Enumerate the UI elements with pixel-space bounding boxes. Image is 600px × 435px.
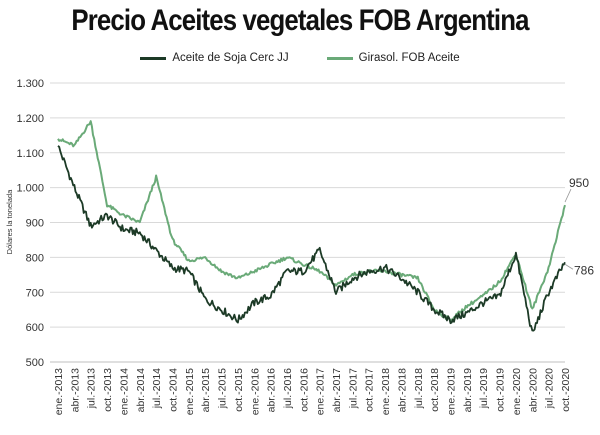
x-tick-label: ene.-2019: [446, 368, 458, 415]
x-tick-label: jul.-2014: [151, 368, 163, 409]
x-tick-label: ene.-2016: [249, 368, 261, 415]
end-label-leader-soja: [564, 263, 574, 270]
x-tick-label: ene.-2018: [380, 368, 392, 415]
x-tick-label: oct.-2016: [298, 368, 310, 412]
x-tick-label: ene.-2017: [315, 368, 327, 415]
y-tick-label: 700: [26, 287, 44, 299]
x-tick-label: ene.-2013: [53, 368, 65, 415]
y-tick-label: 500: [26, 357, 44, 369]
legend-swatch-girasol: [326, 56, 353, 60]
y-tick-label: 900: [26, 218, 44, 230]
y-axis: 500 600 700 800 900 1.000 1.100 1.200 1.300: [16, 78, 44, 369]
x-tick-label: ene.-2014: [118, 368, 130, 415]
x-tick-label: oct.-2014: [167, 368, 179, 412]
x-tick-label: oct.-2015: [233, 368, 245, 412]
series-line-soja: [57, 145, 566, 332]
y-tick-label: 1.300: [16, 78, 44, 90]
x-tick-label: abr.-2013: [69, 368, 81, 413]
y-tick-label: 1.200: [16, 113, 44, 125]
end-label-soja: 786: [574, 263, 594, 277]
x-tick-label: abr.-2018: [396, 368, 408, 413]
x-tick-label: ene.-2020: [511, 368, 523, 415]
x-tick-label: oct.-2013: [102, 368, 114, 412]
end-labels: 950 786: [564, 176, 594, 277]
x-tick-label: jul.-2018: [413, 368, 425, 409]
legend: Aceite de Soja Cerc JJ Girasol. FOB Acei…: [0, 52, 600, 64]
x-tick-label: abr.-2016: [266, 368, 278, 413]
x-tick-label: jul.-2015: [217, 368, 229, 409]
x-tick-label: jul.-2019: [478, 368, 490, 409]
x-axis: ene.-2013 abr.-2013 jul.-2013 oct.-2013 ene.…: [53, 368, 572, 415]
x-tick-label: jul.-2016: [282, 368, 294, 409]
y-tick-label: 800: [26, 252, 44, 264]
x-tick-label: abr.-2015: [200, 368, 212, 413]
legend-label-girasol: Girasol. FOB Aceite: [358, 52, 460, 64]
x-tick-label: jul.-2013: [86, 368, 98, 409]
x-tick-label: ene.-2015: [184, 368, 196, 415]
x-tick-label: oct.-2017: [364, 368, 376, 412]
gridlines: [50, 82, 565, 363]
legend-item-girasol: Girasol. FOB Aceite: [326, 52, 460, 64]
x-tick-label: oct.-2018: [429, 368, 441, 412]
series-line-girasol: [57, 120, 566, 323]
x-tick-label: abr.-2019: [462, 368, 474, 413]
y-tick-label: 1.100: [16, 148, 44, 160]
legend-label-soja: Aceite de Soja Cerc JJ: [172, 52, 289, 64]
x-tick-label: oct.-2019: [495, 368, 507, 412]
legend-swatch-soja: [140, 56, 167, 60]
legend-item-soja: Aceite de Soja Cerc JJ: [140, 52, 289, 64]
end-label-girasol: 950: [569, 176, 589, 190]
y-tick-label: 600: [26, 322, 44, 334]
chart-title: Precio Aceites vegetales FOB Argentina: [71, 4, 529, 37]
x-tick-label: oct.-2020: [560, 368, 572, 412]
x-tick-label: abr.-2017: [331, 368, 343, 413]
x-tick-label: jul.-2020: [544, 368, 556, 409]
y-tick-label: 1.000: [16, 183, 44, 195]
x-tick-label: abr.-2014: [135, 368, 147, 413]
x-tick-label: jul.-2017: [347, 368, 359, 409]
x-tick-label: abr.-2020: [527, 368, 539, 413]
end-label-leader-girasol: [564, 188, 572, 203]
y-axis-title: Dólares la tonelada: [5, 189, 14, 254]
series-lines: [57, 120, 566, 332]
